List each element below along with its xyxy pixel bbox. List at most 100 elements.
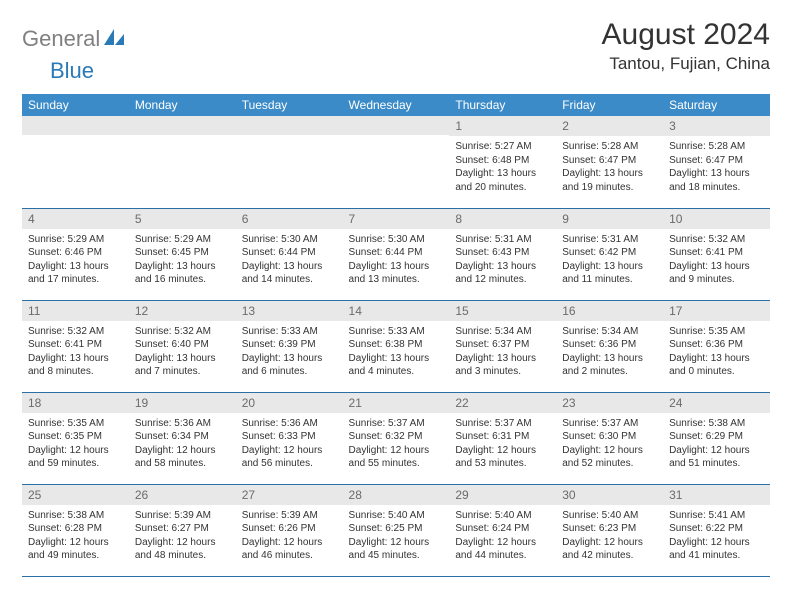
day-details: Sunrise: 5:32 AMSunset: 6:40 PMDaylight:…: [129, 321, 236, 383]
daylight-text: Daylight: 13 hours and 2 minutes.: [562, 352, 657, 379]
daylight-text: Daylight: 13 hours and 3 minutes.: [455, 352, 550, 379]
location: Tantou, Fujian, China: [602, 54, 770, 74]
daylight-text: Daylight: 12 hours and 58 minutes.: [135, 444, 230, 471]
calendar-cell: 20Sunrise: 5:36 AMSunset: 6:33 PMDayligh…: [236, 392, 343, 484]
sunrise-text: Sunrise: 5:36 AM: [135, 417, 230, 431]
daylight-text: Daylight: 13 hours and 9 minutes.: [669, 260, 764, 287]
sunrise-text: Sunrise: 5:35 AM: [669, 325, 764, 339]
calendar-cell: [129, 116, 236, 208]
sunrise-text: Sunrise: 5:38 AM: [28, 509, 123, 523]
sunset-text: Sunset: 6:43 PM: [455, 246, 550, 260]
day-header: Thursday: [449, 94, 556, 116]
daylight-text: Daylight: 13 hours and 11 minutes.: [562, 260, 657, 287]
calendar-cell: [22, 116, 129, 208]
sunset-text: Sunset: 6:36 PM: [669, 338, 764, 352]
day-details: Sunrise: 5:34 AMSunset: 6:37 PMDaylight:…: [449, 321, 556, 383]
day-details: Sunrise: 5:31 AMSunset: 6:43 PMDaylight:…: [449, 229, 556, 291]
calendar-cell: 18Sunrise: 5:35 AMSunset: 6:35 PMDayligh…: [22, 392, 129, 484]
sunrise-text: Sunrise: 5:37 AM: [349, 417, 444, 431]
logo-text-grey: General: [22, 26, 100, 52]
sunrise-text: Sunrise: 5:37 AM: [455, 417, 550, 431]
calendar-cell: 10Sunrise: 5:32 AMSunset: 6:41 PMDayligh…: [663, 208, 770, 300]
daylight-text: Daylight: 12 hours and 46 minutes.: [242, 536, 337, 563]
day-number: [343, 116, 450, 135]
sunset-text: Sunset: 6:27 PM: [135, 522, 230, 536]
day-number: 18: [22, 393, 129, 413]
day-details: Sunrise: 5:30 AMSunset: 6:44 PMDaylight:…: [236, 229, 343, 291]
day-details: Sunrise: 5:34 AMSunset: 6:36 PMDaylight:…: [556, 321, 663, 383]
day-number: 14: [343, 301, 450, 321]
sunrise-text: Sunrise: 5:33 AM: [349, 325, 444, 339]
sunrise-text: Sunrise: 5:31 AM: [455, 233, 550, 247]
day-details: Sunrise: 5:29 AMSunset: 6:46 PMDaylight:…: [22, 229, 129, 291]
sunrise-text: Sunrise: 5:33 AM: [242, 325, 337, 339]
calendar-cell: 11Sunrise: 5:32 AMSunset: 6:41 PMDayligh…: [22, 300, 129, 392]
sunset-text: Sunset: 6:29 PM: [669, 430, 764, 444]
day-details: Sunrise: 5:33 AMSunset: 6:38 PMDaylight:…: [343, 321, 450, 383]
sunset-text: Sunset: 6:41 PM: [28, 338, 123, 352]
day-details: Sunrise: 5:39 AMSunset: 6:26 PMDaylight:…: [236, 505, 343, 567]
daylight-text: Daylight: 12 hours and 52 minutes.: [562, 444, 657, 471]
sunset-text: Sunset: 6:40 PM: [135, 338, 230, 352]
day-details: Sunrise: 5:30 AMSunset: 6:44 PMDaylight:…: [343, 229, 450, 291]
calendar-cell: 7Sunrise: 5:30 AMSunset: 6:44 PMDaylight…: [343, 208, 450, 300]
sunrise-text: Sunrise: 5:32 AM: [669, 233, 764, 247]
logo-sail-icon: [104, 27, 126, 52]
calendar-cell: 24Sunrise: 5:38 AMSunset: 6:29 PMDayligh…: [663, 392, 770, 484]
day-number: 9: [556, 209, 663, 229]
calendar-cell: [343, 116, 450, 208]
daylight-text: Daylight: 13 hours and 19 minutes.: [562, 167, 657, 194]
sunset-text: Sunset: 6:35 PM: [28, 430, 123, 444]
calendar-cell: 19Sunrise: 5:36 AMSunset: 6:34 PMDayligh…: [129, 392, 236, 484]
sunset-text: Sunset: 6:25 PM: [349, 522, 444, 536]
day-number: 16: [556, 301, 663, 321]
calendar-week: 18Sunrise: 5:35 AMSunset: 6:35 PMDayligh…: [22, 392, 770, 484]
day-details: Sunrise: 5:32 AMSunset: 6:41 PMDaylight:…: [663, 229, 770, 291]
sunset-text: Sunset: 6:28 PM: [28, 522, 123, 536]
day-details: Sunrise: 5:36 AMSunset: 6:33 PMDaylight:…: [236, 413, 343, 475]
sunrise-text: Sunrise: 5:30 AM: [349, 233, 444, 247]
day-header: Friday: [556, 94, 663, 116]
day-header: Tuesday: [236, 94, 343, 116]
sunset-text: Sunset: 6:44 PM: [349, 246, 444, 260]
daylight-text: Daylight: 13 hours and 8 minutes.: [28, 352, 123, 379]
daylight-text: Daylight: 13 hours and 13 minutes.: [349, 260, 444, 287]
day-number: 11: [22, 301, 129, 321]
sunrise-text: Sunrise: 5:30 AM: [242, 233, 337, 247]
title-block: August 2024 Tantou, Fujian, China: [602, 18, 770, 74]
sunset-text: Sunset: 6:39 PM: [242, 338, 337, 352]
day-number: 15: [449, 301, 556, 321]
sunrise-text: Sunrise: 5:28 AM: [562, 140, 657, 154]
daylight-text: Daylight: 13 hours and 4 minutes.: [349, 352, 444, 379]
day-number: [129, 116, 236, 135]
sunrise-text: Sunrise: 5:39 AM: [242, 509, 337, 523]
calendar-cell: 8Sunrise: 5:31 AMSunset: 6:43 PMDaylight…: [449, 208, 556, 300]
calendar-table: SundayMondayTuesdayWednesdayThursdayFrid…: [22, 94, 770, 577]
calendar-cell: 5Sunrise: 5:29 AMSunset: 6:45 PMDaylight…: [129, 208, 236, 300]
logo: General: [22, 26, 128, 52]
sunrise-text: Sunrise: 5:37 AM: [562, 417, 657, 431]
daylight-text: Daylight: 12 hours and 42 minutes.: [562, 536, 657, 563]
calendar-cell: 27Sunrise: 5:39 AMSunset: 6:26 PMDayligh…: [236, 484, 343, 576]
day-number: 13: [236, 301, 343, 321]
daylight-text: Daylight: 13 hours and 6 minutes.: [242, 352, 337, 379]
day-number: 20: [236, 393, 343, 413]
day-number: 31: [663, 485, 770, 505]
calendar-week: 4Sunrise: 5:29 AMSunset: 6:46 PMDaylight…: [22, 208, 770, 300]
sunset-text: Sunset: 6:33 PM: [242, 430, 337, 444]
day-details: Sunrise: 5:27 AMSunset: 6:48 PMDaylight:…: [449, 136, 556, 198]
sunrise-text: Sunrise: 5:28 AM: [669, 140, 764, 154]
calendar-cell: [236, 116, 343, 208]
daylight-text: Daylight: 13 hours and 17 minutes.: [28, 260, 123, 287]
day-details: Sunrise: 5:36 AMSunset: 6:34 PMDaylight:…: [129, 413, 236, 475]
sunset-text: Sunset: 6:38 PM: [349, 338, 444, 352]
day-details: Sunrise: 5:28 AMSunset: 6:47 PMDaylight:…: [556, 136, 663, 198]
calendar-header-row: SundayMondayTuesdayWednesdayThursdayFrid…: [22, 94, 770, 116]
daylight-text: Daylight: 13 hours and 16 minutes.: [135, 260, 230, 287]
sunset-text: Sunset: 6:32 PM: [349, 430, 444, 444]
day-number: 5: [129, 209, 236, 229]
daylight-text: Daylight: 13 hours and 20 minutes.: [455, 167, 550, 194]
day-number: 21: [343, 393, 450, 413]
sunset-text: Sunset: 6:31 PM: [455, 430, 550, 444]
daylight-text: Daylight: 13 hours and 14 minutes.: [242, 260, 337, 287]
